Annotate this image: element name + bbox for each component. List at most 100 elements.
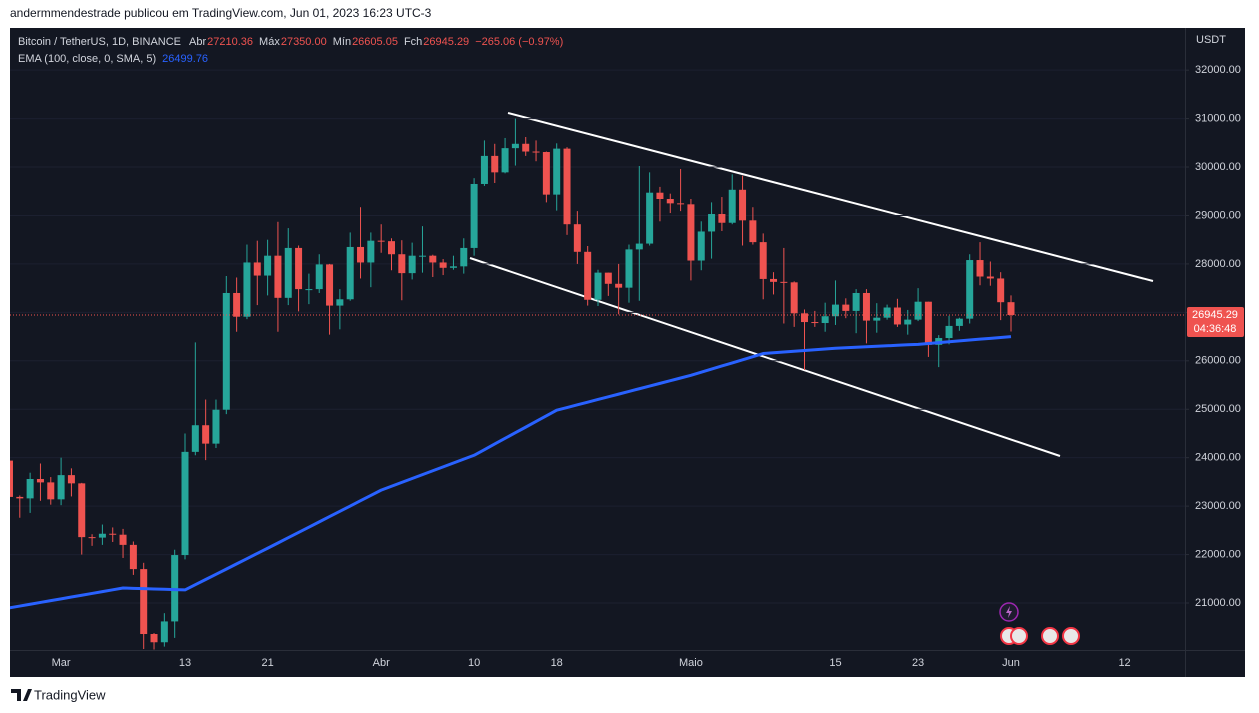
candle-body	[553, 148, 561, 195]
candle-body	[801, 313, 808, 323]
x-tick-label: Maio	[679, 657, 703, 669]
candle-body	[140, 569, 148, 635]
legend-label: Abr	[189, 36, 206, 48]
candle-body	[976, 260, 984, 277]
legend-series-name: EMA (100, close, 0, SMA, 5)	[18, 53, 156, 65]
x-tick-label: 12	[1118, 657, 1130, 669]
candle-body	[67, 475, 75, 484]
candle-body	[739, 189, 747, 221]
candle-body	[677, 203, 685, 205]
logo-icon	[11, 689, 32, 701]
candle-body	[646, 192, 654, 244]
candle-body	[264, 255, 272, 276]
legend: Bitcoin / TetherUS, 1D, BINANCE Abr 27210.…	[18, 36, 563, 65]
candle-body	[728, 189, 736, 223]
candle-body	[243, 262, 251, 317]
candle-body	[449, 266, 457, 268]
candle-body	[418, 255, 426, 257]
candle-body	[388, 241, 395, 255]
candle-body	[460, 247, 468, 267]
candle-body	[563, 148, 571, 225]
candle-body	[532, 151, 540, 153]
price-tag-value: 26945.29	[1192, 309, 1238, 321]
candle-body	[408, 255, 416, 274]
x-tick-label: Mar	[52, 657, 71, 669]
plot-area	[10, 69, 1185, 650]
candle-body	[986, 276, 994, 279]
event-icon	[1010, 627, 1028, 645]
candle-body	[491, 155, 499, 173]
candle-body	[759, 242, 767, 279]
candle-body	[573, 224, 581, 252]
candle-body	[666, 199, 674, 204]
chart-background	[10, 28, 1245, 677]
legend-value: 27210.36	[207, 36, 253, 48]
x-tick-label: 10	[468, 657, 480, 669]
candle-body	[1007, 302, 1015, 316]
candle-body	[284, 247, 292, 298]
candle-body	[811, 322, 819, 324]
event-icons	[999, 602, 1080, 645]
candle-body	[129, 544, 137, 570]
candle-body	[326, 264, 334, 306]
footer-logo: TradingView	[11, 687, 106, 702]
candle-body	[150, 634, 158, 643]
candle-body	[398, 254, 406, 274]
event-icon	[1062, 627, 1080, 645]
x-tick-label: 23	[912, 657, 924, 669]
legend-value: 26499.76	[162, 53, 208, 65]
candle-body	[222, 292, 230, 410]
candle-body	[542, 152, 550, 195]
candle-body	[862, 292, 870, 321]
legend-label: Máx	[259, 36, 280, 48]
candle-body	[367, 240, 375, 263]
legend-value: 26945.29	[423, 36, 469, 48]
x-tick-label: Abr	[373, 657, 390, 669]
candle-body	[274, 255, 282, 298]
event-icon	[1041, 627, 1059, 645]
candle-body	[346, 246, 354, 300]
footer: TradingView	[34, 687, 106, 702]
candle-body	[305, 289, 313, 291]
candle-body	[697, 231, 705, 261]
y-tick-label: 21000.00	[1195, 597, 1241, 609]
candle-body	[160, 621, 168, 643]
candle-body	[439, 262, 447, 268]
y-tick-label: 26000.00	[1195, 355, 1241, 367]
price-tag-countdown: 04:36:48	[1194, 323, 1237, 335]
candle-body	[904, 319, 912, 325]
legend-label: Fch	[404, 36, 422, 48]
candle-body	[831, 304, 839, 317]
candle-body	[790, 282, 798, 314]
candle-body	[594, 272, 602, 300]
x-tick-label: Jun	[1002, 657, 1020, 669]
candle-body	[470, 183, 478, 248]
candle-body	[181, 451, 189, 556]
candle-body	[780, 281, 788, 283]
candle-body	[852, 292, 860, 311]
y-tick-label: 25000.00	[1195, 403, 1241, 415]
candle-body	[36, 478, 44, 483]
candle-body	[821, 316, 829, 324]
candle-body	[377, 240, 385, 242]
candle-body	[955, 318, 963, 326]
x-tick-label: 13	[179, 657, 191, 669]
candle-body	[522, 143, 530, 152]
candle-body	[47, 482, 55, 500]
candle-body	[656, 192, 664, 200]
candle-body	[10, 460, 13, 497]
x-tick-label: 18	[551, 657, 563, 669]
y-tick-label: 30000.00	[1195, 161, 1241, 173]
candle-body	[212, 409, 220, 444]
legend-series-name: Bitcoin / TetherUS, 1D, BINANCE	[18, 36, 181, 48]
y-tick-label: 23000.00	[1195, 500, 1241, 512]
candle-body	[718, 214, 726, 223]
header: andermmendestrade publicou em TradingVie…	[10, 6, 432, 20]
y-tick-label: 28000.00	[1195, 258, 1241, 270]
legend-label: Mín	[333, 36, 351, 48]
candle-body	[501, 148, 509, 173]
candle-body	[26, 478, 34, 499]
y-tick-label: 29000.00	[1195, 209, 1241, 221]
